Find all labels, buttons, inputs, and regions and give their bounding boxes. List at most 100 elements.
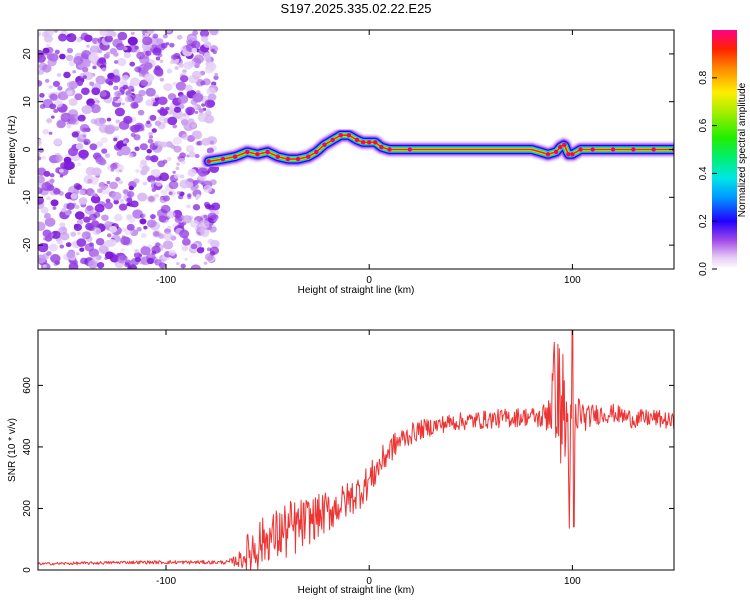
noise-blob [140,246,151,256]
colorbar-ticks: 0.0 0.2 0.4 0.6 0.8 [698,70,717,276]
noise-blob [38,147,45,153]
noise-blob [50,199,59,207]
noise-blob [74,204,80,210]
noise-blob [143,225,148,230]
noise-blob [73,224,78,228]
spectrogram-x-axis: -100 0 100 [156,30,581,286]
noise-blob [169,60,175,65]
noise-blob [123,46,128,51]
noise-blob [74,211,85,220]
noise-blob [95,229,101,234]
noise-blob [136,226,142,232]
noise-blob [91,255,100,263]
noise-blob [176,162,180,166]
noise-blob [174,66,179,70]
y-tick-label: 400 [22,438,33,455]
noise-blob [166,156,172,162]
colorbar-label: Normalized spectral amplitude [737,82,748,217]
noise-blob [59,232,70,241]
ridge-peak-spot [367,140,372,145]
noise-blob [166,30,172,33]
noise-blob [200,80,206,86]
noise-blob [73,182,81,190]
ridge-peak-spot [354,137,360,143]
noise-blob [55,154,64,162]
noise-blob [207,93,217,101]
noise-blob [111,75,121,83]
noise-blob [142,181,148,186]
noise-blob [112,96,119,102]
noise-blob [54,49,60,55]
noise-blob [63,160,75,171]
noise-blob [59,53,66,60]
noise-blob [110,163,118,170]
ridge-peak-spot [232,154,238,159]
snr-x-axis: -100 0 100 [156,330,581,587]
noise-blob [181,133,189,140]
noise-blob [203,184,213,193]
x-tick-label: 100 [564,275,581,286]
noise-blob [166,210,176,219]
snr-x-label: Height of straight line (km) [298,585,415,596]
noise-blob [46,44,51,48]
noise-blob [101,214,109,222]
noise-blob [130,132,136,138]
noise-blob [82,75,87,79]
y-tick-label: 200 [22,500,33,517]
noise-blob [154,94,160,99]
noise-blob [58,168,64,173]
noise-blob [109,225,118,233]
noise-blob [68,262,79,269]
noise-blob [167,116,178,126]
noise-blob [71,131,79,138]
ridge-peak-spot [314,149,319,155]
noise-blob [98,57,107,65]
noise-blob [44,235,52,242]
noise-blob [90,192,95,196]
noise-blob [179,174,185,179]
noise-blob [197,113,209,123]
noise-blob [119,198,125,203]
noise-blob [44,78,50,83]
noise-blob [106,233,112,238]
noise-blob [116,57,127,67]
noise-blob [101,67,107,72]
noise-blob [141,30,152,36]
ridge-peak-spot [360,140,366,145]
noise-blob [38,152,41,157]
noise-blob [53,30,59,33]
noise-blob [115,177,121,182]
colorbar: 0.0 0.2 0.4 0.6 0.8 Normalized spectral ampl… [698,30,748,276]
noise-blob [52,206,57,210]
noise-blob [146,148,152,154]
ridge-peak-spot [322,142,327,147]
ridge-peak-spot [387,147,392,152]
noise-blob [132,93,144,104]
noise-blob [39,93,45,98]
noise-blob [148,135,154,139]
noise-blob [80,87,90,96]
noise-blob [106,180,111,185]
noise-blob [176,262,180,266]
noise-blob [169,42,175,48]
noise-blob [53,188,61,195]
noise-blob [187,60,196,68]
noise-blob [109,181,119,190]
noise-blob [95,156,105,165]
noise-blob [181,160,186,165]
colorbar-gradient [712,30,737,269]
noise-blob [93,97,99,103]
x-tick-label: -100 [156,576,176,587]
noise-blob [168,249,176,256]
noise-blob [51,230,61,239]
noise-blob [209,246,220,255]
noise-blob [182,215,192,224]
noise-blob [119,145,131,156]
noise-blob [176,34,183,40]
noise-blob [163,232,173,241]
noise-blob [83,34,93,43]
noise-blob [139,218,147,225]
noise-blob [162,159,168,164]
noise-blob [137,192,148,202]
x-tick-label: 100 [564,576,581,587]
